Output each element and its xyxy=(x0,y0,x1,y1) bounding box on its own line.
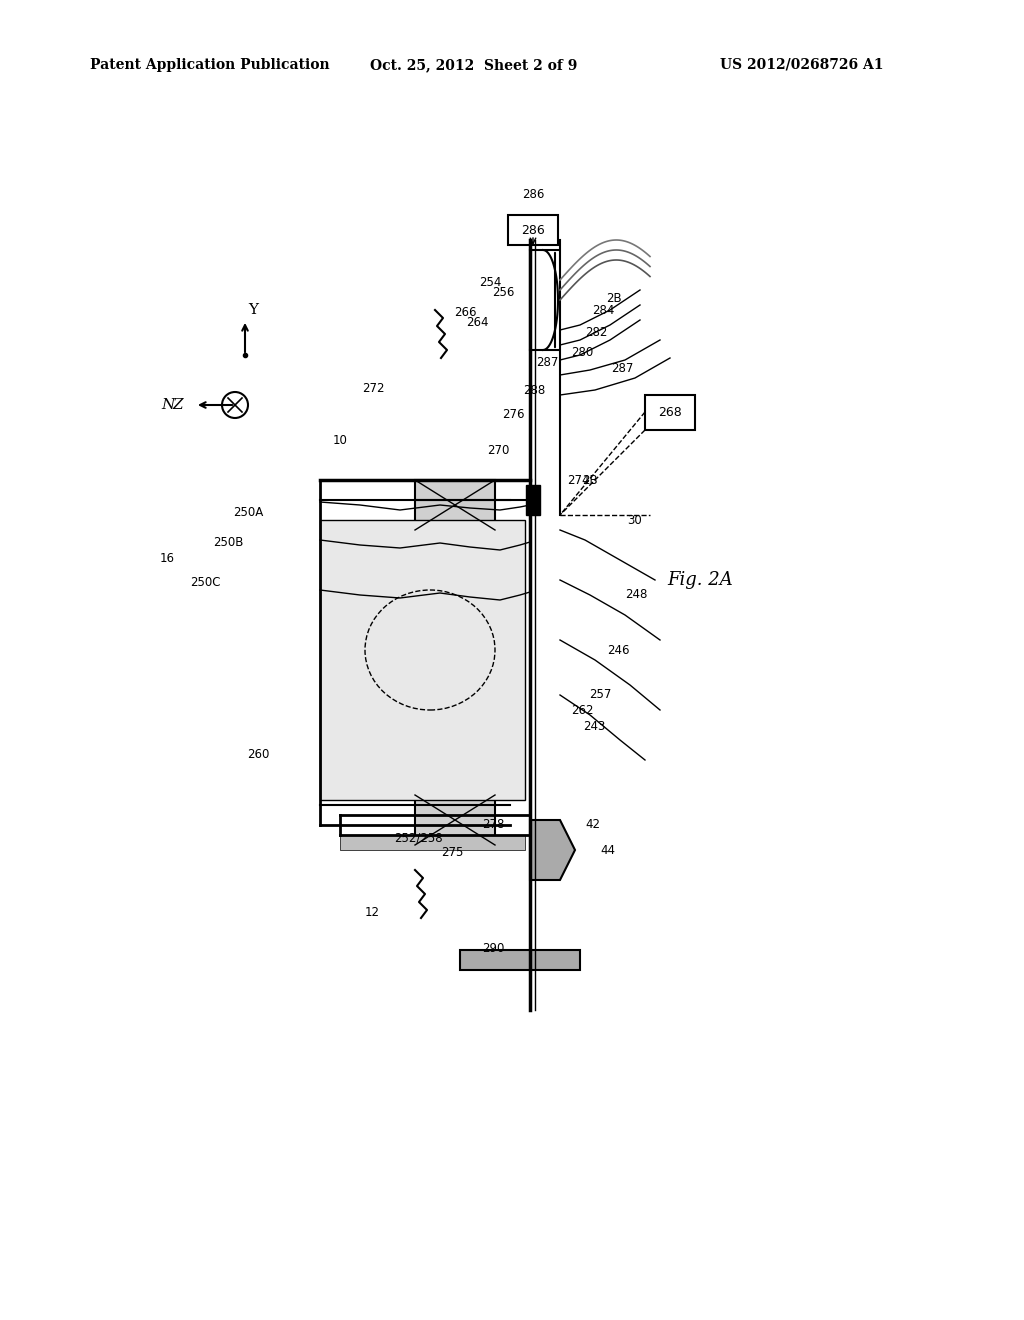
Text: 286: 286 xyxy=(522,189,544,202)
Text: Oct. 25, 2012  Sheet 2 of 9: Oct. 25, 2012 Sheet 2 of 9 xyxy=(370,58,578,73)
Text: 288: 288 xyxy=(523,384,545,396)
Text: N: N xyxy=(162,399,175,412)
Text: 254: 254 xyxy=(479,276,501,289)
Text: US 2012/0268726 A1: US 2012/0268726 A1 xyxy=(720,58,884,73)
Text: 264: 264 xyxy=(466,317,488,330)
Circle shape xyxy=(222,392,248,418)
Bar xyxy=(340,836,525,850)
Text: 250B: 250B xyxy=(213,536,243,549)
Text: Fig. 2A: Fig. 2A xyxy=(667,572,733,589)
Text: 262: 262 xyxy=(570,704,593,717)
Text: 257: 257 xyxy=(589,689,611,701)
Text: 256: 256 xyxy=(492,286,514,300)
Text: 266: 266 xyxy=(454,306,476,319)
Text: Y: Y xyxy=(248,304,258,317)
Text: 276: 276 xyxy=(502,408,524,421)
Text: 252/258: 252/258 xyxy=(393,832,442,845)
Text: Patent Application Publication: Patent Application Publication xyxy=(90,58,330,73)
Text: 243: 243 xyxy=(583,719,605,733)
Text: 272: 272 xyxy=(361,381,384,395)
Text: 270: 270 xyxy=(486,444,509,457)
Bar xyxy=(415,480,495,531)
Text: 12: 12 xyxy=(365,907,380,920)
Text: 2B: 2B xyxy=(606,292,622,305)
Polygon shape xyxy=(530,820,575,880)
Text: 2B: 2B xyxy=(583,474,598,487)
Bar xyxy=(526,484,540,515)
Text: 250C: 250C xyxy=(189,577,220,590)
Bar xyxy=(460,950,580,970)
Text: 274: 274 xyxy=(566,474,589,487)
Text: 16: 16 xyxy=(160,552,174,565)
Bar xyxy=(415,795,495,845)
Text: 287: 287 xyxy=(610,362,633,375)
Bar xyxy=(319,520,525,800)
Bar xyxy=(508,215,558,246)
Text: 260: 260 xyxy=(247,748,269,762)
Text: 248: 248 xyxy=(625,589,647,602)
Text: 30: 30 xyxy=(628,513,642,527)
Text: 290: 290 xyxy=(482,941,504,954)
Text: 286: 286 xyxy=(521,223,545,236)
Text: 280: 280 xyxy=(570,346,593,359)
Text: 246: 246 xyxy=(607,644,630,656)
Text: 284: 284 xyxy=(592,304,614,317)
Text: 10: 10 xyxy=(333,433,347,446)
Text: 42: 42 xyxy=(586,818,600,832)
Text: 275: 275 xyxy=(440,846,463,859)
Text: 282: 282 xyxy=(585,326,607,338)
Text: 278: 278 xyxy=(482,818,504,832)
Text: 287: 287 xyxy=(536,356,558,370)
Text: 250A: 250A xyxy=(232,507,263,520)
Text: 268: 268 xyxy=(658,407,682,420)
Bar xyxy=(645,395,695,430)
Text: 44: 44 xyxy=(600,843,615,857)
Text: Z: Z xyxy=(172,399,183,412)
